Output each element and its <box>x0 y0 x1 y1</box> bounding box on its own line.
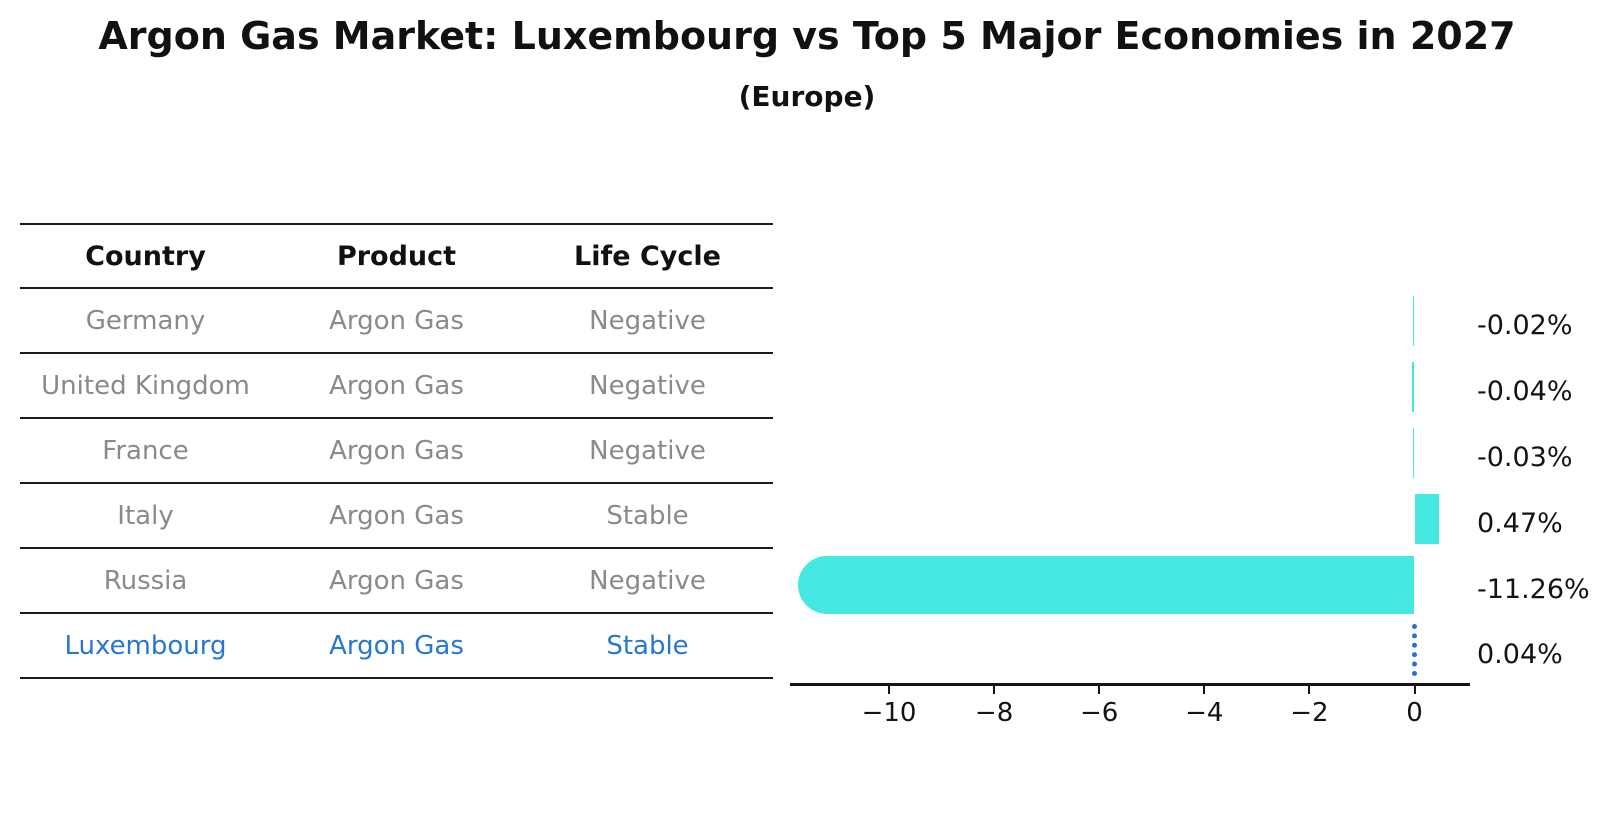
cell-lifecycle: Stable <box>606 630 689 661</box>
cell-country: Russia <box>103 565 188 596</box>
cell-lifecycle: Negative <box>589 305 706 336</box>
table-header-row: Country Product Life Cycle <box>20 223 773 287</box>
column-header-product: Product <box>336 240 457 272</box>
cell-product: Argon Gas <box>329 565 464 596</box>
cell-lifecycle: Negative <box>589 370 706 401</box>
column-header-country: Country <box>85 240 206 272</box>
cell-country: France <box>102 435 189 466</box>
cell-product: Argon Gas <box>329 370 464 401</box>
table-row-germany: Germany Argon Gas Negative <box>20 287 773 352</box>
cell-product: Argon Gas <box>329 500 464 531</box>
cell-country: United Kingdom <box>41 370 250 401</box>
value-label-france: -0.03% <box>1477 442 1573 473</box>
cell-lifecycle: Negative <box>589 565 706 596</box>
value-label-united-kingdom: -0.04% <box>1477 376 1573 407</box>
value-label-germany: -0.02% <box>1477 310 1573 341</box>
cell-lifecycle: Negative <box>589 435 706 466</box>
table-row-luxembourg: Luxembourg Argon Gas Stable <box>20 612 773 677</box>
table-row-united-kingdom: United Kingdom Argon Gas Negative <box>20 352 773 417</box>
table-row-france: France Argon Gas Negative <box>20 417 773 482</box>
table-row-russia: Russia Argon Gas Negative <box>20 547 773 612</box>
bar-luxembourg-dotted-marker <box>1412 624 1417 676</box>
bar-italy <box>1414 494 1440 544</box>
x-axis-tick <box>1413 686 1416 694</box>
value-label-luxembourg: 0.04% <box>1477 639 1563 670</box>
bar-france <box>1412 428 1415 478</box>
cell-lifecycle: Stable <box>606 500 689 531</box>
x-axis-tick-label: −2 <box>1290 698 1329 728</box>
bar-russia <box>797 556 1415 614</box>
bar-germany <box>1412 296 1415 346</box>
x-axis-tick-label: −6 <box>1080 698 1119 728</box>
cell-product: Argon Gas <box>329 305 464 336</box>
x-axis-line <box>790 683 1470 686</box>
x-axis-tick <box>1203 686 1206 694</box>
x-axis-tick-label: −4 <box>1185 698 1224 728</box>
x-axis-tick-label: −10 <box>861 698 917 728</box>
value-label-italy: 0.47% <box>1477 508 1563 539</box>
chart-subtitle: (Europe) <box>738 80 876 113</box>
bar-united-kingdom <box>1412 362 1415 412</box>
x-axis-tick <box>888 686 890 694</box>
cell-product: Argon Gas <box>329 630 464 661</box>
value-label-russia: -11.26% <box>1477 574 1590 605</box>
x-axis-tick <box>993 686 996 694</box>
chart-title: Argon Gas Market: Luxembourg vs Top 5 Ma… <box>98 14 1516 58</box>
x-axis-tick <box>1098 686 1101 694</box>
x-axis-tick-label: −8 <box>974 698 1014 728</box>
x-axis-tick-label: 0 <box>1406 698 1423 728</box>
cell-country: Germany <box>85 305 206 336</box>
country-table: Country Product Life Cycle Germany Argon… <box>20 223 773 679</box>
column-header-lifecycle: Life Cycle <box>574 240 721 272</box>
cell-country: Luxembourg <box>64 630 227 661</box>
cell-product: Argon Gas <box>329 435 464 466</box>
cell-country: Italy <box>117 500 174 531</box>
table-row-italy: Italy Argon Gas Stable <box>20 482 773 547</box>
x-axis-tick <box>1308 686 1311 694</box>
